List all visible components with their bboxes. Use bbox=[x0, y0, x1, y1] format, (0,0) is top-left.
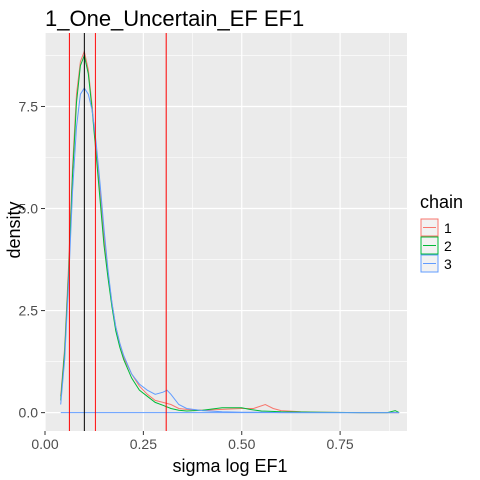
x-tick-label: 0.25 bbox=[130, 436, 157, 452]
series-line-chain-3 bbox=[60, 87, 400, 414]
series-layer bbox=[60, 49, 400, 414]
plot-panel bbox=[45, 33, 407, 431]
x-axis: 0.00 0.25 0.50 0.75 bbox=[31, 431, 354, 452]
legend-title: chain bbox=[420, 192, 463, 212]
y-tick-label: 0.0 bbox=[19, 405, 39, 421]
legend-label-chain-2: 2 bbox=[444, 238, 452, 254]
reference-lines bbox=[68, 33, 167, 431]
chart-title: 1_One_Uncertain_EF EF1 bbox=[45, 6, 304, 31]
x-tick-label: 0.00 bbox=[31, 436, 58, 452]
x-tick-label: 0.50 bbox=[228, 436, 255, 452]
y-tick-label: 7.5 bbox=[19, 98, 39, 114]
y-axis-title: density bbox=[4, 201, 24, 258]
legend-label-chain-3: 3 bbox=[444, 256, 452, 272]
series-line-chain-2 bbox=[60, 53, 400, 414]
y-axis: 0.0 2.5 5.0 7.5 bbox=[19, 98, 45, 421]
y-tick-label: 2.5 bbox=[19, 303, 39, 319]
legend-label-chain-1: 1 bbox=[444, 220, 452, 236]
x-axis-title: sigma log EF1 bbox=[172, 456, 287, 476]
y-tick-label: 5.0 bbox=[19, 201, 39, 217]
series-line-chain-1 bbox=[60, 49, 400, 414]
legend: chain 1 2 3 bbox=[420, 192, 463, 273]
x-tick-label: 0.75 bbox=[326, 436, 353, 452]
